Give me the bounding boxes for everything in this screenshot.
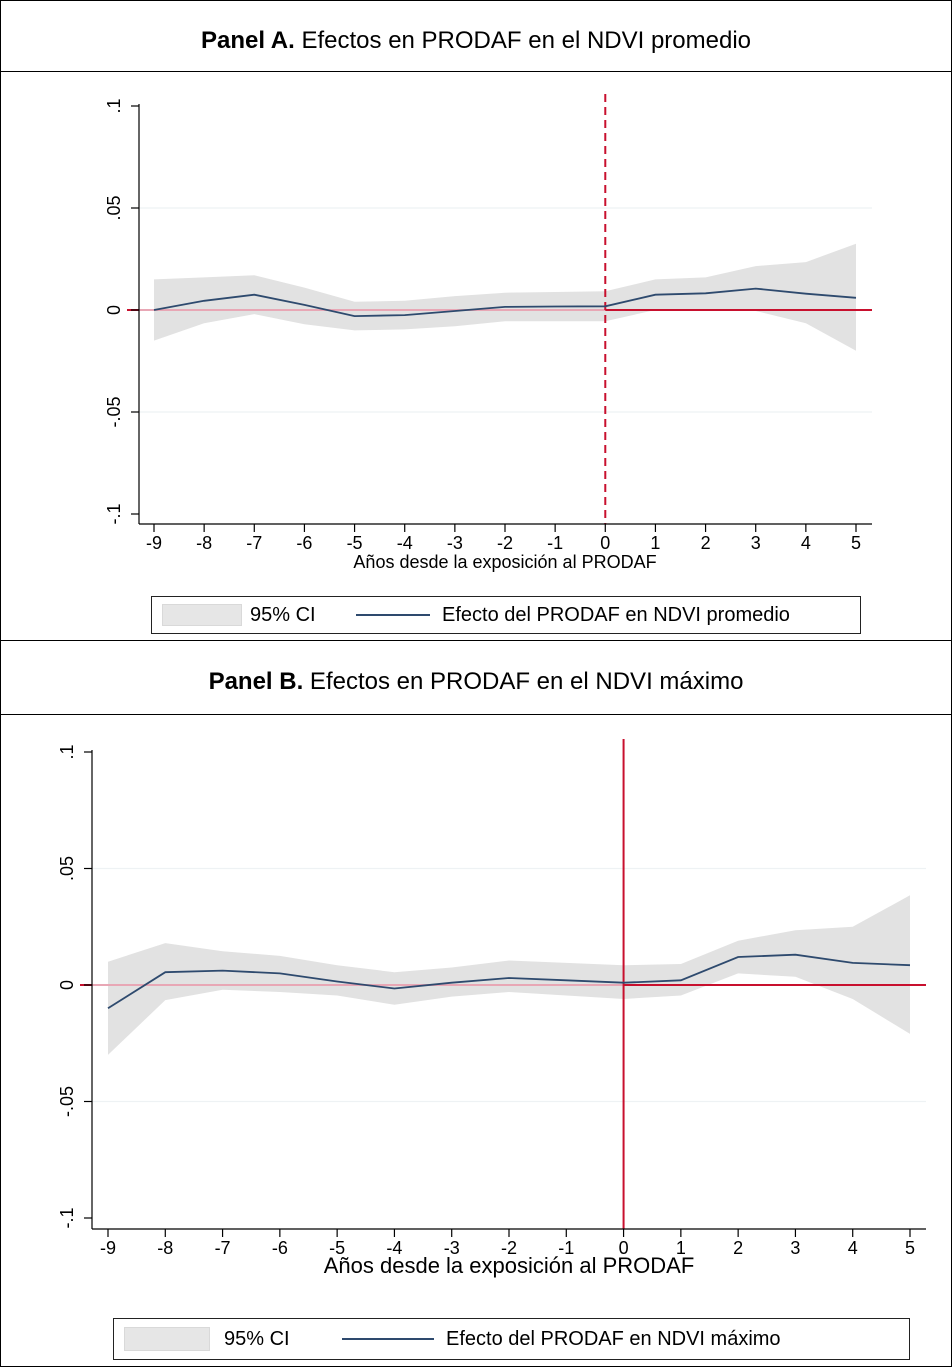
panel-b-x-tick-label: 4 bbox=[848, 1238, 858, 1258]
panel-b-x-tick-label: -8 bbox=[157, 1238, 173, 1258]
panel-a-x-tick-label: -8 bbox=[196, 533, 212, 553]
panel-a-y-tick-label: -.05 bbox=[104, 396, 124, 427]
panel-a-x-axis-label: Años desde la exposición al PRODAF bbox=[353, 552, 656, 572]
panel-a-title-bold: Panel A. bbox=[201, 27, 295, 54]
panel-a-title-text: Efectos en PRODAF en el NDVI promedio bbox=[295, 27, 751, 54]
panel-b-y-tick-label: 0 bbox=[57, 980, 77, 990]
panel-a-y-tick-label: -.1 bbox=[104, 503, 124, 524]
panel-a-x-tick-label: -7 bbox=[246, 533, 262, 553]
panel-b-chart: -.1-.050.05.1-9 -8 -7 -6 -5 -4 -3 -2 -1 0 1 2 3 4 5Año… bbox=[0, 715, 952, 1315]
panel-b-title-bold: Panel B. bbox=[209, 668, 304, 695]
panel-a-legend-line-label: Efecto del PRODAF en NDVI promedio bbox=[442, 604, 790, 627]
panel-a-x-tick-label: -5 bbox=[347, 533, 363, 553]
panel-a-x-tick-label: -3 bbox=[447, 533, 463, 553]
panel-b-legend-line-label: Efecto del PRODAF en NDVI máximo bbox=[446, 1328, 781, 1351]
panel-a-legend-ci-swatch bbox=[162, 604, 242, 626]
panel-b-legend-ci-swatch bbox=[124, 1327, 210, 1351]
panel-b-title: Panel B. Efectos en PRODAF en el NDVI má… bbox=[0, 668, 952, 696]
panel-a-x-tick-label: 0 bbox=[600, 533, 610, 553]
panel-a-x-tick-label: 3 bbox=[751, 533, 761, 553]
panel-b-title-text: Efectos en PRODAF en el NDVI máximo bbox=[303, 668, 743, 695]
panel-b-x-tick-label: 2 bbox=[733, 1238, 743, 1258]
panel-a-title: Panel A. Efectos en PRODAF en el NDVI pr… bbox=[0, 27, 952, 55]
panel-b-x-tick-label: -6 bbox=[272, 1238, 288, 1258]
panel-b-legend: 95% CI Efecto del PRODAF en NDVI máximo bbox=[113, 1318, 910, 1360]
panel-b-ci-band bbox=[108, 895, 910, 1055]
panel-a-x-tick-label: 4 bbox=[801, 533, 811, 553]
panel-b-y-tick-label: .05 bbox=[57, 856, 77, 881]
panel-a-x-tick-label: 5 bbox=[851, 533, 861, 553]
panel-a-y-tick-label: .05 bbox=[104, 195, 124, 220]
panel-a-legend-line-sample bbox=[356, 614, 430, 616]
panel-b-legend-line-sample bbox=[342, 1338, 434, 1340]
panel-b-x-axis-label: Años desde la exposición al PRODAF bbox=[324, 1253, 695, 1278]
panel-b-x-tick-label: -7 bbox=[215, 1238, 231, 1258]
panel-a-x-tick-label: -1 bbox=[547, 533, 563, 553]
panel-a-x-tick-label: -6 bbox=[296, 533, 312, 553]
panel-b-x-tick-label: 5 bbox=[905, 1238, 915, 1258]
panel-divider bbox=[0, 640, 952, 641]
panel-b-y-tick-label: -.05 bbox=[57, 1086, 77, 1117]
panel-a-x-tick-label: 1 bbox=[650, 533, 660, 553]
panel-b-x-tick-label: 3 bbox=[790, 1238, 800, 1258]
panel-a-x-tick-label: -9 bbox=[146, 533, 162, 553]
panel-a-chart: -.1 -.05 0 .05 .1 -9 -8 -7 -6 -5 -4 -3 -2 -1 0 1 2 3 4 5 Año… bbox=[0, 72, 952, 592]
panel-a-y-tick-label: 0 bbox=[104, 305, 124, 315]
panel-b-x-tick-label: -9 bbox=[100, 1238, 116, 1258]
panel-b-y-tick-label: -.1 bbox=[57, 1207, 77, 1228]
panel-a-x-tick-label: -2 bbox=[497, 533, 513, 553]
panel-a-x-tick-label: 2 bbox=[701, 533, 711, 553]
panel-a-y-tick-label: .1 bbox=[104, 98, 124, 113]
panel-a-ci-band bbox=[154, 244, 856, 351]
panel-a-x-tick-label: -4 bbox=[397, 533, 413, 553]
panel-a-legend: 95% CI Efecto del PRODAF en NDVI promedi… bbox=[151, 596, 861, 634]
panel-b-y-tick-label: .1 bbox=[57, 744, 77, 759]
panel-a-legend-ci-label: 95% CI bbox=[250, 604, 316, 627]
panel-b-legend-ci-label: 95% CI bbox=[224, 1328, 290, 1351]
